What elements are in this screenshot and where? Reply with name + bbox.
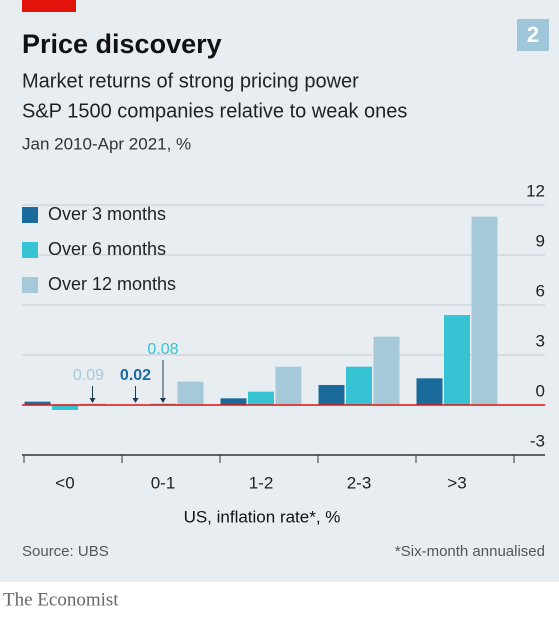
y-tick-label: 6 — [536, 281, 545, 300]
arrow-head — [132, 398, 139, 403]
bar — [373, 336, 400, 405]
data-label: 0.09 — [73, 367, 104, 384]
subtitle: S&P 1500 companies relative to weak ones — [22, 100, 407, 122]
source: Source: UBS — [22, 543, 109, 560]
y-tick-label: 9 — [536, 231, 545, 250]
panel — [0, 0, 559, 582]
badge: 2 — [527, 22, 539, 47]
legend-label: Over 12 months — [48, 274, 176, 294]
bar — [444, 315, 470, 405]
legend-swatch — [22, 207, 38, 223]
bar — [318, 385, 345, 405]
bar — [346, 366, 372, 405]
data-label: 0.02 — [120, 367, 151, 384]
badge-box — [517, 19, 549, 51]
y-tick-label: 12 — [526, 181, 545, 200]
bar — [416, 378, 443, 405]
bar — [52, 405, 78, 410]
brand: The Economist — [3, 589, 119, 610]
legend-label: Over 6 months — [48, 239, 166, 259]
chart-title: Price discovery — [22, 29, 222, 59]
bar — [248, 391, 274, 405]
subtitle: Market returns of strong pricing power — [22, 70, 359, 92]
x-tick-label: >3 — [447, 473, 466, 492]
x-tick-label: 0-1 — [151, 473, 176, 492]
x-tick-label: 2-3 — [347, 473, 372, 492]
bar — [177, 381, 204, 405]
y-tick-label: -3 — [530, 431, 545, 450]
y-tick-label: 3 — [536, 331, 545, 350]
x-tick-label: <0 — [55, 473, 74, 492]
bar — [275, 366, 302, 405]
x-tick-label: 1-2 — [249, 473, 274, 492]
bar — [220, 398, 247, 405]
footnote: *Six-month annualised — [395, 543, 545, 560]
bar — [24, 401, 51, 405]
red-tag — [22, 0, 76, 12]
period: Jan 2010-Apr 2021, % — [22, 134, 191, 153]
legend-swatch — [22, 242, 38, 258]
bar — [471, 216, 498, 405]
legend-label: Over 3 months — [48, 204, 166, 224]
x-axis-label: US, inflation rate*, % — [184, 507, 341, 526]
legend-swatch — [22, 277, 38, 293]
arrow-head — [160, 398, 166, 403]
y-tick-label: 0 — [536, 381, 545, 400]
data-label: 0.08 — [147, 341, 178, 358]
arrow-head — [89, 398, 96, 403]
